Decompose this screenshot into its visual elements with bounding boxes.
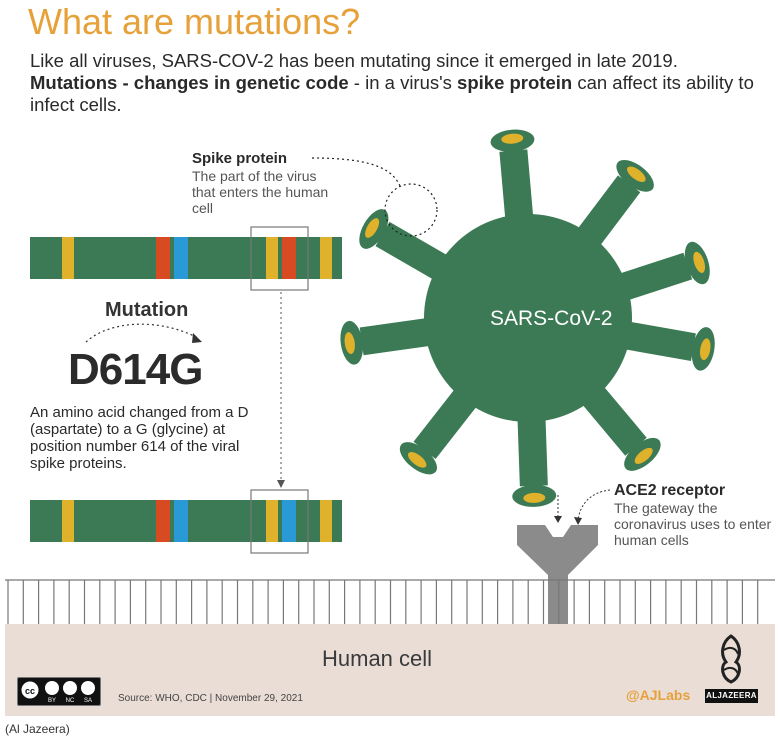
ajlabs-handle: @AJLabs: [626, 687, 691, 703]
creative-commons-icon: cc BY NC SA: [17, 677, 101, 706]
license-nc: NC: [66, 698, 75, 704]
intro-line-1: Like all viruses, SARS-COV-2 has been mu…: [30, 50, 678, 71]
license-sa: SA: [84, 698, 92, 704]
intro-bold-mutations: Mutations - changes in genetic code: [30, 72, 349, 93]
svg-text:cc: cc: [25, 686, 35, 696]
mutation-label: Mutation: [105, 299, 189, 321]
intro-end: can affect its ability to infect cells.: [30, 72, 754, 115]
intro-bold-spike: spike protein: [457, 72, 573, 93]
human-cell-label: Human cell: [322, 646, 433, 671]
virus-body: [424, 214, 632, 422]
membrane-fence: [7, 580, 759, 624]
spike-stalk: [499, 149, 535, 232]
mutation-highlight-box-before: [250, 226, 309, 291]
spike-callout-line: [311, 157, 401, 187]
spike-protein-description: The part of the virus that enters the hu…: [192, 168, 329, 216]
spike-tip: [501, 133, 524, 144]
ace2-receptor-title: ACE2 receptor: [614, 482, 726, 499]
aljazeera-logo-icon: [721, 634, 741, 684]
intro-text: Like all viruses, SARS-COV-2 has been mu…: [30, 50, 760, 116]
ace2-receptor-description: The gateway the coronavirus uses to ente…: [614, 500, 772, 548]
connector-arrowhead: [277, 480, 285, 488]
spike-callout-circle: [384, 183, 438, 237]
strand-after: [30, 489, 342, 554]
spike-protein-title: Spike protein: [192, 150, 288, 167]
strand-before: [30, 226, 342, 291]
human-cell-band: [5, 624, 775, 716]
receptor-callout-line: [577, 489, 611, 521]
image-credit: (Al Jazeera): [5, 722, 70, 736]
mutation-description: An amino acid changed from a D (aspartat…: [30, 404, 249, 472]
ace2-receptor: [517, 525, 598, 624]
mutation-highlight-box-after: [250, 489, 309, 554]
virus-label: SARS-CoV-2: [490, 307, 613, 330]
mutation-arrowhead: [192, 333, 202, 343]
mutation-arrow: [85, 323, 199, 343]
source-note: Source: WHO, CDC | November 29, 2021: [118, 693, 303, 704]
aljazeera-wordmark: ALJAZEERA: [705, 689, 758, 703]
page-title: What are mutations?: [28, 1, 361, 42]
intro-mid: - in a virus's: [348, 72, 458, 93]
mutation-code: D614G: [68, 345, 203, 394]
license-by: BY: [48, 698, 56, 704]
